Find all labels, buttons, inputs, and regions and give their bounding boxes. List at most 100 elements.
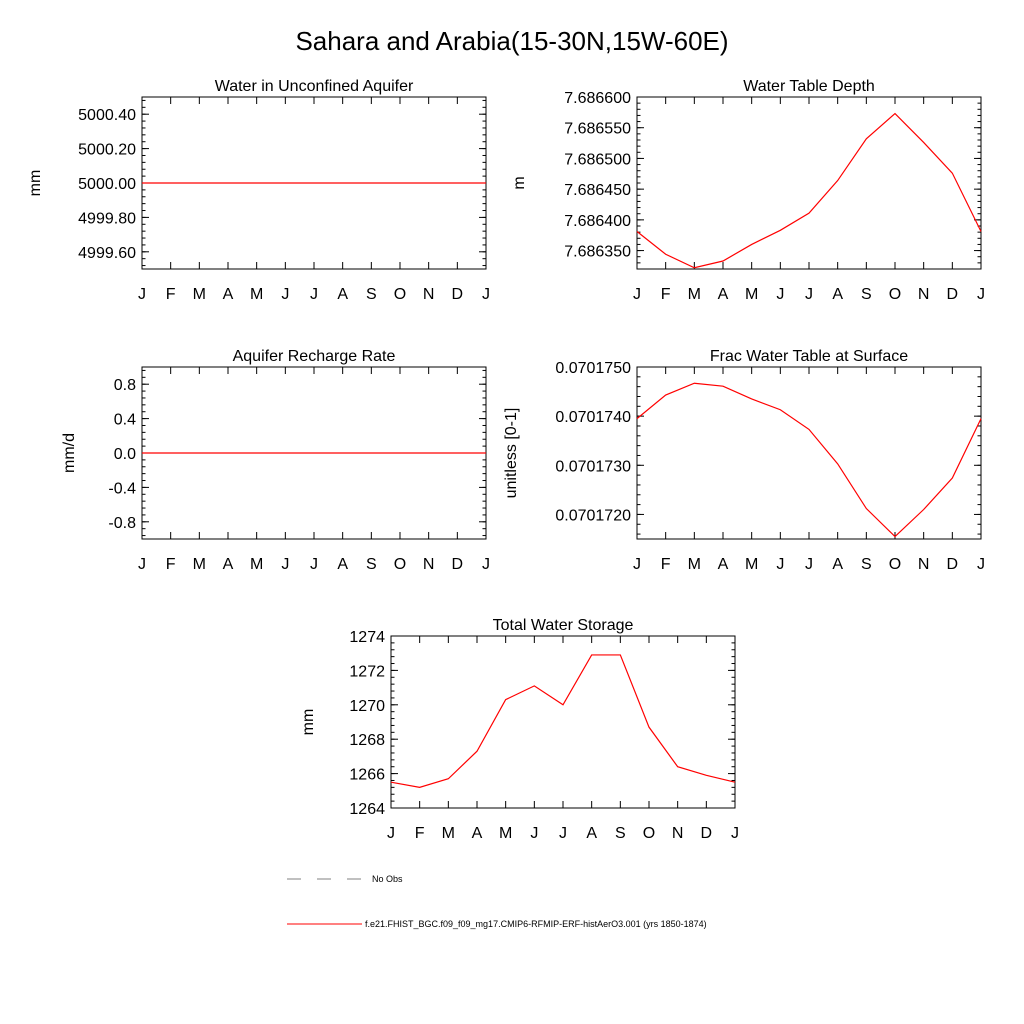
x-tick-label: O	[889, 556, 901, 573]
x-tick-label: N	[423, 556, 435, 573]
y-tick-label: 7.686450	[564, 182, 631, 199]
x-tick-label: D	[947, 286, 959, 303]
x-tick-label: M	[193, 286, 206, 303]
y-axis-label: unitless [0-1]	[503, 408, 520, 499]
x-tick-label: O	[394, 286, 406, 303]
x-tick-label: A	[223, 556, 234, 573]
y-axis-label: mm	[300, 709, 317, 736]
x-tick-label: J	[805, 556, 813, 573]
x-tick-label: F	[166, 286, 176, 303]
x-tick-label: J	[482, 556, 490, 573]
y-tick-label: -0.4	[108, 480, 136, 497]
y-axis-label: mm	[27, 170, 44, 197]
x-tick-label: J	[776, 556, 784, 573]
y-axis-label: mm/d	[61, 433, 78, 473]
y-tick-label: -0.8	[108, 515, 136, 532]
x-tick-label: A	[832, 556, 843, 573]
y-tick-label: 4999.80	[78, 210, 136, 227]
y-tick-label: 1268	[349, 732, 385, 749]
x-tick-label: M	[745, 556, 758, 573]
x-tick-label: F	[166, 556, 176, 573]
x-tick-label: A	[718, 556, 729, 573]
y-tick-label: 7.686350	[564, 244, 631, 261]
x-tick-label: J	[281, 286, 289, 303]
y-tick-label: 1266	[349, 767, 385, 784]
x-tick-label: J	[310, 556, 318, 573]
x-tick-label: O	[643, 825, 655, 842]
y-tick-label: 7.686600	[564, 90, 631, 107]
y-tick-label: 5000.40	[78, 107, 136, 124]
x-tick-label: M	[688, 556, 701, 573]
plot-frame	[636, 366, 982, 540]
y-tick-label: 0.0701720	[555, 507, 631, 524]
x-tick-label: A	[586, 825, 597, 842]
x-tick-label: M	[745, 286, 758, 303]
x-tick-label: J	[559, 825, 567, 842]
x-tick-label: M	[250, 556, 263, 573]
y-tick-label: 0.8	[114, 377, 136, 394]
series-line	[390, 654, 736, 788]
x-tick-label: M	[442, 825, 455, 842]
x-tick-label: J	[977, 286, 985, 303]
x-tick-label: D	[452, 556, 464, 573]
x-tick-label: J	[482, 286, 490, 303]
x-tick-label: O	[394, 556, 406, 573]
series-line	[636, 112, 982, 269]
x-tick-label: D	[701, 825, 713, 842]
x-tick-label: S	[861, 556, 872, 573]
y-tick-label: 7.686400	[564, 213, 631, 230]
x-tick-label: A	[718, 286, 729, 303]
legend: No Obs f.e21.FHIST_BGC.f09_f09_mg17.CMIP…	[287, 874, 707, 929]
x-tick-label: O	[889, 286, 901, 303]
x-tick-label: D	[452, 286, 464, 303]
x-tick-label: A	[337, 556, 348, 573]
x-tick-label: A	[472, 825, 483, 842]
panel-title: Frac Water Table at Surface	[710, 348, 908, 365]
x-tick-label: J	[138, 286, 146, 303]
x-tick-label: S	[615, 825, 626, 842]
x-tick-label: J	[633, 556, 641, 573]
series-line	[636, 382, 982, 538]
y-tick-label: 1274	[349, 629, 385, 646]
x-tick-label: M	[499, 825, 512, 842]
y-tick-label: 7.686550	[564, 121, 631, 138]
x-tick-label: J	[387, 825, 395, 842]
panel-title: Water Table Depth	[743, 78, 875, 95]
x-tick-label: J	[805, 286, 813, 303]
y-tick-label: 0.4	[114, 412, 136, 429]
x-tick-label: N	[672, 825, 684, 842]
x-tick-label: S	[861, 286, 872, 303]
legend-obs-label: No Obs	[372, 874, 403, 884]
y-tick-label: 4999.60	[78, 245, 136, 262]
x-tick-label: A	[223, 286, 234, 303]
x-tick-label: S	[366, 556, 377, 573]
legend-model-label: f.e21.FHIST_BGC.f09_f09_mg17.CMIP6-RFMIP…	[365, 919, 707, 929]
x-tick-label: F	[661, 286, 671, 303]
y-tick-label: 0.0	[114, 446, 136, 463]
x-tick-label: M	[688, 286, 701, 303]
x-tick-label: D	[947, 556, 959, 573]
x-tick-label: A	[337, 286, 348, 303]
x-tick-label: S	[366, 286, 377, 303]
plot-frame	[390, 635, 736, 809]
x-tick-label: J	[633, 286, 641, 303]
x-tick-label: F	[661, 556, 671, 573]
x-tick-label: N	[918, 556, 930, 573]
y-tick-label: 5000.20	[78, 142, 136, 159]
panel-title: Water in Unconfined Aquifer	[215, 78, 414, 95]
x-tick-label: F	[415, 825, 425, 842]
x-tick-label: J	[310, 286, 318, 303]
x-tick-label: J	[776, 286, 784, 303]
x-tick-label: M	[250, 286, 263, 303]
figure-title: Sahara and Arabia(15-30N,15W-60E)	[295, 26, 728, 56]
panel-title: Total Water Storage	[493, 617, 634, 634]
y-tick-label: 1264	[349, 801, 385, 818]
x-tick-label: N	[423, 286, 435, 303]
x-tick-label: N	[918, 286, 930, 303]
y-tick-label: 1270	[349, 698, 385, 715]
x-tick-label: A	[832, 286, 843, 303]
